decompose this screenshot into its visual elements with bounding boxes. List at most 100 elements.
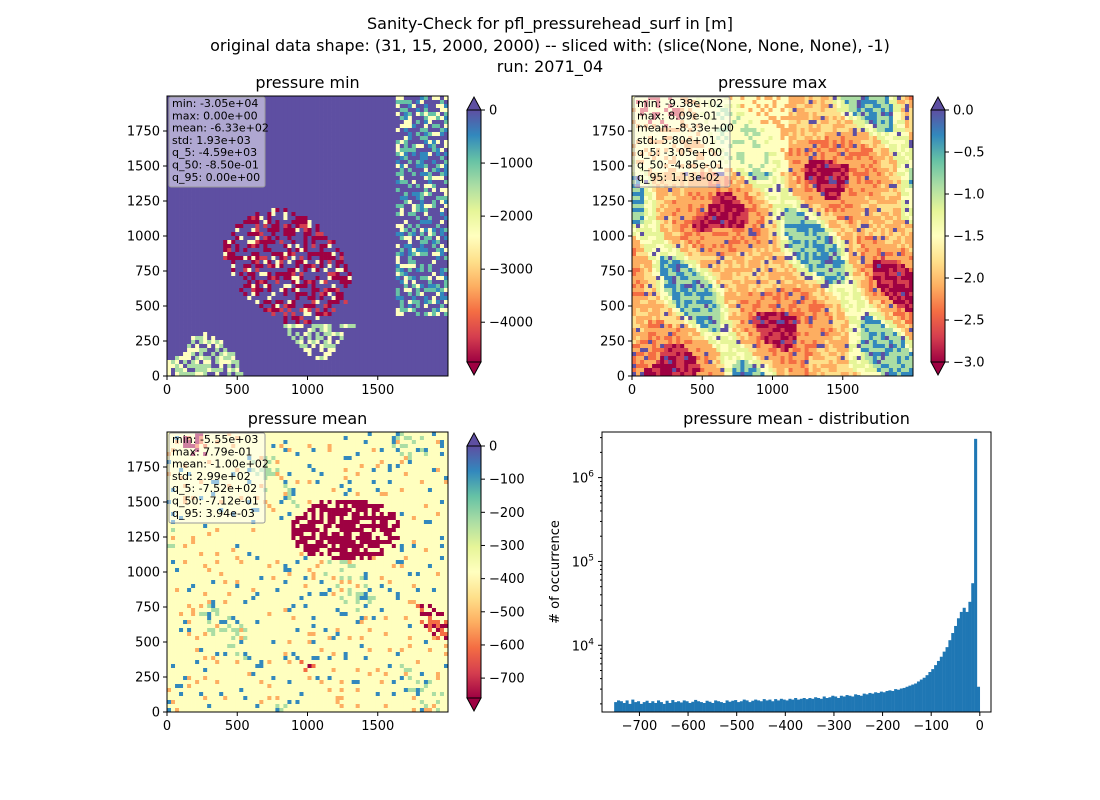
heatmap-cell xyxy=(179,348,184,353)
heatmap-cell xyxy=(419,300,425,305)
heatmap-cell xyxy=(315,108,320,113)
heatmap-cell xyxy=(275,284,280,289)
heatmap-cell xyxy=(411,172,417,177)
heatmap-cell xyxy=(319,124,324,129)
heatmap-cell xyxy=(167,336,172,341)
heatmap-cell xyxy=(419,284,425,289)
heatmap-cell xyxy=(379,208,385,213)
x-tick-label: 1000 xyxy=(291,383,324,398)
heatmap-cell xyxy=(343,112,348,117)
heatmap-cell xyxy=(283,276,288,281)
heatmap-cell xyxy=(419,148,425,153)
heatmap-cell xyxy=(343,320,348,325)
heatmap-cell xyxy=(183,260,188,265)
heatmap-cell xyxy=(211,188,216,193)
heatmap-cell xyxy=(279,120,284,125)
heatmap-cell xyxy=(219,284,224,289)
heatmap-cell xyxy=(423,324,429,329)
heatmap-cell xyxy=(415,308,421,313)
heatmap-cell xyxy=(407,200,413,205)
heatmap-cell xyxy=(207,220,212,225)
heatmap-cell xyxy=(315,264,320,269)
heatmap-cell xyxy=(327,224,332,229)
heatmap-cell xyxy=(419,256,425,261)
heatmap-cell xyxy=(391,168,397,173)
heatmap-cell xyxy=(327,272,332,277)
heatmap-cell xyxy=(367,292,373,297)
heatmap-cell xyxy=(391,292,397,297)
heatmap-cell xyxy=(239,340,244,345)
heatmap-cell xyxy=(367,352,373,357)
heatmap-cell xyxy=(315,256,320,261)
heatmap-cell xyxy=(335,272,340,277)
heatmap-cell xyxy=(383,172,389,177)
heatmap-cell xyxy=(167,296,172,301)
heatmap-cell xyxy=(391,120,397,125)
heatmap-cell xyxy=(427,272,433,277)
suptitle-line-3: run: 2071_04 xyxy=(497,57,603,77)
heatmap-cell xyxy=(383,212,389,217)
heatmap-cell xyxy=(383,224,389,229)
heatmap-cell xyxy=(347,364,352,369)
heatmap-cell xyxy=(195,228,200,233)
heatmap-cell xyxy=(387,120,393,125)
heatmap-cell xyxy=(403,368,409,373)
heatmap-cell xyxy=(355,364,361,369)
heatmap-cell xyxy=(315,100,320,105)
heatmap-cell xyxy=(255,256,260,261)
y-tick-label: 1250 xyxy=(127,195,160,210)
heatmap-cell xyxy=(363,324,369,329)
heatmap-cell xyxy=(295,120,300,125)
heatmap-cell xyxy=(347,260,352,265)
heatmap-cell xyxy=(435,372,441,377)
heatmap-cell xyxy=(379,244,385,249)
heatmap-cell xyxy=(319,240,324,245)
heatmap-cell xyxy=(203,240,208,245)
heatmap-cell xyxy=(235,308,240,313)
heatmap-cell xyxy=(291,268,296,273)
heatmap-cell xyxy=(419,132,425,137)
heatmap-cell xyxy=(403,292,409,297)
heatmap-cell xyxy=(339,276,344,281)
heatmap-cell xyxy=(167,284,172,289)
heatmap-cell xyxy=(259,224,264,229)
heatmap-cell xyxy=(291,104,296,109)
heatmap-cell xyxy=(191,332,196,337)
heatmap-cell xyxy=(287,136,292,141)
heatmap-cell xyxy=(243,348,248,353)
heatmap-cell xyxy=(327,152,332,157)
heatmap-cell xyxy=(307,104,312,109)
heatmap-cell xyxy=(291,140,296,145)
heatmap-cell xyxy=(391,124,397,129)
heatmap-cell xyxy=(351,236,357,241)
heatmap-cell xyxy=(355,212,361,217)
heatmap-cell xyxy=(315,356,320,361)
heatmap-cell xyxy=(187,320,192,325)
heatmap-cell xyxy=(255,248,260,253)
heatmap-cell xyxy=(283,228,288,233)
heatmap-cell xyxy=(347,368,352,373)
heatmap-cell xyxy=(395,328,401,333)
heatmap-cell xyxy=(379,152,385,157)
heatmap-cell xyxy=(439,108,445,113)
heatmap-cell xyxy=(339,124,344,129)
heatmap-cell xyxy=(199,280,204,285)
heatmap-cell xyxy=(359,296,365,301)
heatmap-cell xyxy=(375,112,381,117)
heatmap-cell xyxy=(363,256,369,261)
heatmap-cell xyxy=(299,316,304,321)
heatmap-cell xyxy=(203,248,208,253)
heatmap-cell xyxy=(199,324,204,329)
heatmap-cell xyxy=(351,344,357,349)
heatmap-cell xyxy=(315,152,320,157)
heatmap-cell xyxy=(359,128,365,133)
x-tick-label: 0 xyxy=(163,383,171,398)
heatmap-cell xyxy=(335,124,340,129)
heatmap-cell xyxy=(215,312,220,317)
heatmap-cell xyxy=(315,180,320,185)
heatmap-cell xyxy=(427,264,433,269)
heatmap-cell xyxy=(359,268,365,273)
heatmap-cell xyxy=(295,224,300,229)
heatmap-cell xyxy=(207,280,212,285)
heatmap-cell xyxy=(327,356,332,361)
